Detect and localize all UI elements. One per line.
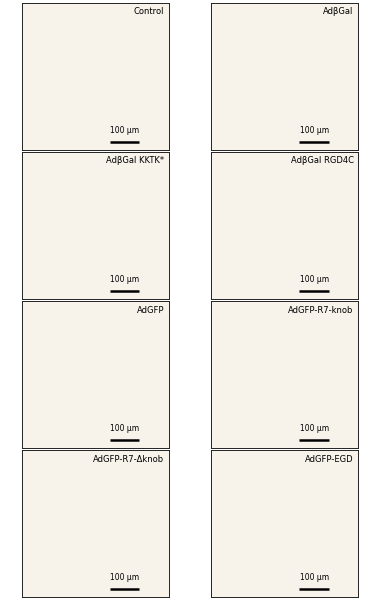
Text: 100 μm: 100 μm	[110, 424, 139, 433]
Text: 100 μm: 100 μm	[299, 275, 329, 284]
Text: AdβGal RGD4C: AdβGal RGD4C	[291, 157, 354, 166]
Text: 100 μm: 100 μm	[299, 574, 329, 583]
Text: 100 μm: 100 μm	[110, 275, 139, 284]
Text: 100 μm: 100 μm	[299, 424, 329, 433]
Text: AdGFP-R7-knob: AdGFP-R7-knob	[288, 305, 354, 314]
Text: 100 μm: 100 μm	[299, 126, 329, 135]
Text: AdβGal KKTK*: AdβGal KKTK*	[106, 157, 164, 166]
Text: AdGFP-R7-Δknob: AdGFP-R7-Δknob	[93, 455, 164, 464]
Text: 100 μm: 100 μm	[110, 574, 139, 583]
Text: 100 μm: 100 μm	[110, 126, 139, 135]
Text: AdGFP: AdGFP	[137, 305, 164, 314]
Text: AdGFP-EGD: AdGFP-EGD	[305, 455, 354, 464]
Text: Control: Control	[134, 7, 164, 16]
Text: AdβGal: AdβGal	[323, 7, 354, 16]
